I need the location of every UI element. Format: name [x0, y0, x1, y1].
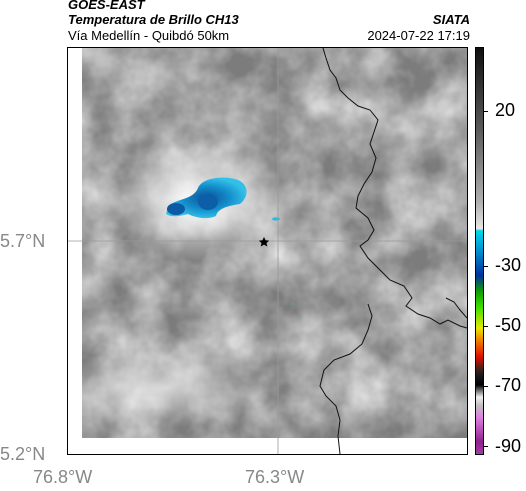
organization-label: SIATA: [432, 12, 470, 27]
satellite-map[interactable]: [67, 47, 468, 455]
map-svg: [68, 48, 467, 454]
cold-cell-small: [272, 217, 280, 221]
cold-core-west: [167, 203, 185, 215]
colorbar-tick: [484, 111, 488, 112]
location-star-icon: [258, 237, 270, 247]
colorbar-label-minus50: -50: [495, 315, 522, 335]
latitude-label-north: 5.7°N: [0, 231, 46, 251]
colorbar-tick: [484, 446, 488, 447]
colorbar-tick: [484, 326, 488, 327]
bright-cloud-south: [68, 348, 273, 428]
colorbar: [475, 47, 484, 455]
cold-core-east: [198, 194, 218, 210]
latitude-label-south: 5.2°N: [0, 444, 46, 464]
cold-dot: [291, 303, 293, 305]
longitude-label-west: 76.8°W: [33, 467, 93, 487]
route-subtitle: Vía Medellín - Quibdó 50km: [68, 28, 230, 43]
product-title: Temperatura de Brillo CH13: [68, 12, 239, 27]
admin-border-edge: [445, 297, 467, 319]
colorbar-label-minus30: -30: [495, 255, 522, 275]
admin-border-east: [322, 48, 467, 329]
colorbar-label-minus70: -70: [495, 375, 522, 395]
colorbar-tick: [484, 266, 488, 267]
longitude-label-east: 76.3°W: [245, 467, 305, 487]
admin-border-south: [319, 303, 373, 454]
colorbar-tick: [484, 386, 488, 387]
brand-title: GOES-EAST: [68, 0, 145, 12]
colorbar-label-20: 20: [495, 100, 516, 120]
timestamp: 2024-07-22 17:19: [367, 28, 470, 43]
colorbar-label-minus90: -90: [495, 436, 522, 456]
